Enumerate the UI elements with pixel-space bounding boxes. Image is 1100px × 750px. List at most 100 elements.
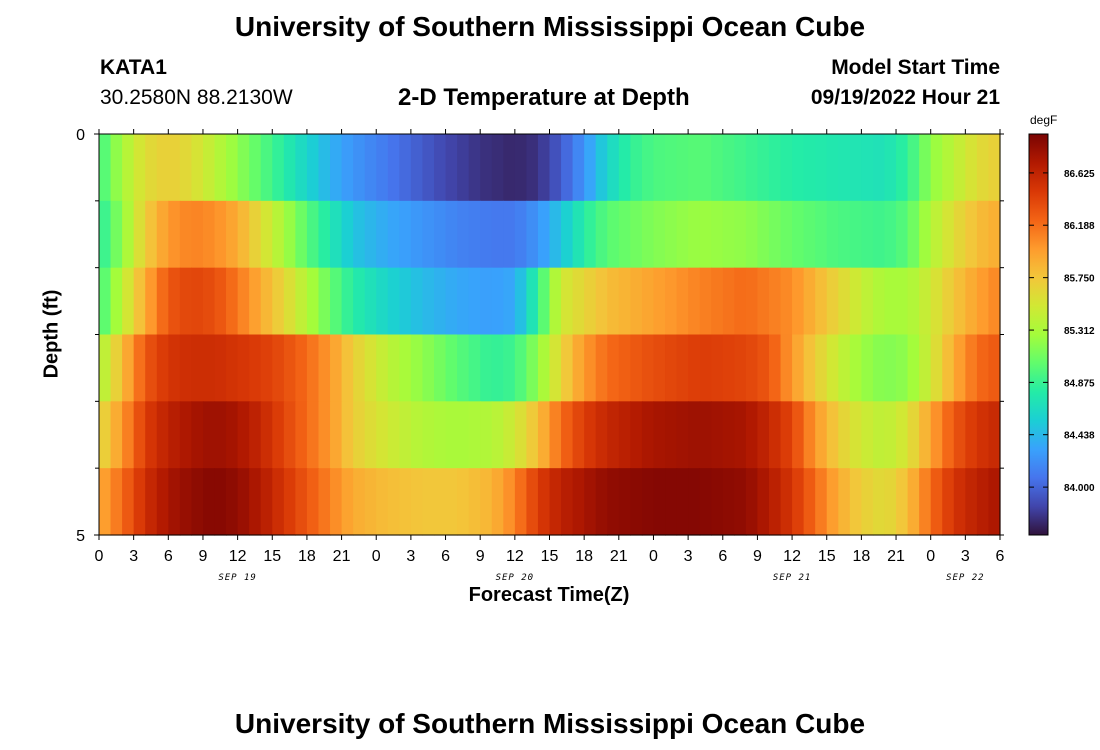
heatmap-cell — [468, 334, 481, 402]
heatmap-cell — [260, 267, 273, 336]
heatmap-cell — [676, 200, 689, 269]
x-tick-label: 6 — [996, 548, 1005, 565]
heatmap-cell — [237, 401, 250, 469]
heatmap-cell — [318, 401, 331, 469]
heatmap-cell — [214, 200, 227, 269]
heatmap-cell — [399, 200, 412, 269]
colorbar-unit: degF — [1030, 113, 1058, 127]
heatmap-cell — [318, 468, 331, 536]
heatmap-cell — [872, 468, 886, 536]
x-tick-label: 3 — [129, 548, 138, 565]
heatmap-cell — [549, 334, 562, 402]
heatmap-cell — [480, 134, 493, 202]
heatmap-cell — [953, 134, 966, 202]
heatmap-cell — [260, 200, 273, 269]
heatmap-cell — [607, 334, 620, 402]
heatmap-cell — [815, 468, 828, 536]
heatmap-cell — [826, 468, 839, 536]
heatmap-cell — [214, 134, 227, 202]
heatmap-cell — [376, 468, 389, 536]
x-tick-label: 3 — [406, 548, 415, 565]
heatmap-cell — [988, 334, 1001, 402]
model-start-value: 09/19/2022 Hour 21 — [810, 86, 1000, 109]
heatmap-cell — [122, 401, 135, 469]
heatmap-cell — [780, 200, 793, 269]
heatmap-cell — [584, 401, 597, 469]
heatmap-cell — [330, 468, 343, 536]
heatmap-cell — [537, 134, 551, 202]
heatmap-cell — [572, 468, 585, 536]
heatmap-cell — [745, 401, 759, 469]
heatmap-cell — [618, 134, 631, 202]
heatmap-cell — [422, 334, 435, 402]
heatmap-cell — [433, 200, 447, 269]
heatmap-cell — [353, 200, 366, 269]
x-tick-label: 21 — [887, 548, 905, 565]
heatmap-cell — [341, 267, 354, 336]
heatmap-cell — [757, 267, 770, 336]
heatmap-cell — [503, 134, 516, 202]
heatmap-cell — [537, 334, 551, 402]
heatmap-cell — [526, 267, 539, 336]
x-tick-label: 0 — [926, 548, 935, 565]
heatmap-cell — [757, 200, 770, 269]
heatmap-cell — [237, 468, 250, 536]
heatmap-cell — [468, 134, 481, 202]
heatmap-cell — [387, 134, 400, 202]
heatmap-cell — [734, 200, 747, 269]
heatmap-cell — [237, 334, 250, 402]
heatmap-cell — [641, 134, 655, 202]
heatmap-cell — [665, 267, 678, 336]
heatmap-cell — [457, 134, 470, 202]
heatmap-cell — [491, 134, 504, 202]
heatmap-cell — [826, 200, 839, 269]
heatmap-cell — [803, 468, 816, 536]
heatmap-cell — [260, 134, 273, 202]
heatmap-cell — [953, 334, 966, 402]
heatmap-cell — [838, 267, 851, 336]
heatmap-cell — [295, 200, 308, 269]
heatmap-cell — [896, 200, 909, 269]
heatmap-cell — [514, 401, 527, 469]
heatmap-cell — [376, 401, 389, 469]
heatmap-cell — [433, 401, 447, 469]
heatmap-cell — [630, 134, 643, 202]
x-date-label: SEP 22 — [946, 573, 985, 583]
heatmap-cell — [445, 334, 458, 402]
heatmap-cell — [480, 200, 493, 269]
heatmap-cell — [630, 401, 643, 469]
heatmap-cell — [595, 134, 608, 202]
heatmap-cell — [133, 267, 146, 336]
heatmap-cell — [561, 401, 574, 469]
heatmap-cell — [896, 401, 909, 469]
heatmap-cell — [676, 267, 689, 336]
heatmap-cell — [526, 200, 539, 269]
heatmap-cell — [907, 200, 920, 269]
station-id: KATA1 — [100, 56, 167, 79]
heatmap-cell — [688, 401, 701, 469]
heatmap-cell — [734, 334, 747, 402]
heatmap-cell — [145, 134, 158, 202]
heatmap-cell — [226, 468, 239, 536]
heatmap-cell — [595, 334, 608, 402]
heatmap-cell — [422, 134, 435, 202]
heatmap-cell — [803, 334, 816, 402]
heatmap-cell — [272, 267, 285, 336]
heatmap-cell — [792, 267, 805, 336]
heatmap-cell — [884, 401, 897, 469]
heatmap-cell — [156, 267, 169, 336]
heatmap-cell — [156, 134, 169, 202]
heatmap-cell — [99, 468, 112, 536]
heatmap-cell — [364, 468, 377, 536]
heatmap-cell — [110, 134, 123, 202]
x-tick-label: 3 — [684, 548, 693, 565]
heatmap-cell — [133, 468, 146, 536]
heatmap-cell — [907, 468, 920, 536]
heatmap-cell — [919, 200, 932, 269]
heatmap-cell — [283, 468, 296, 536]
heatmap-cell — [745, 200, 759, 269]
heatmap-cell — [988, 134, 1001, 202]
heatmap-cell — [896, 334, 909, 402]
heatmap-cell — [653, 134, 666, 202]
heatmap-cell — [976, 134, 990, 202]
